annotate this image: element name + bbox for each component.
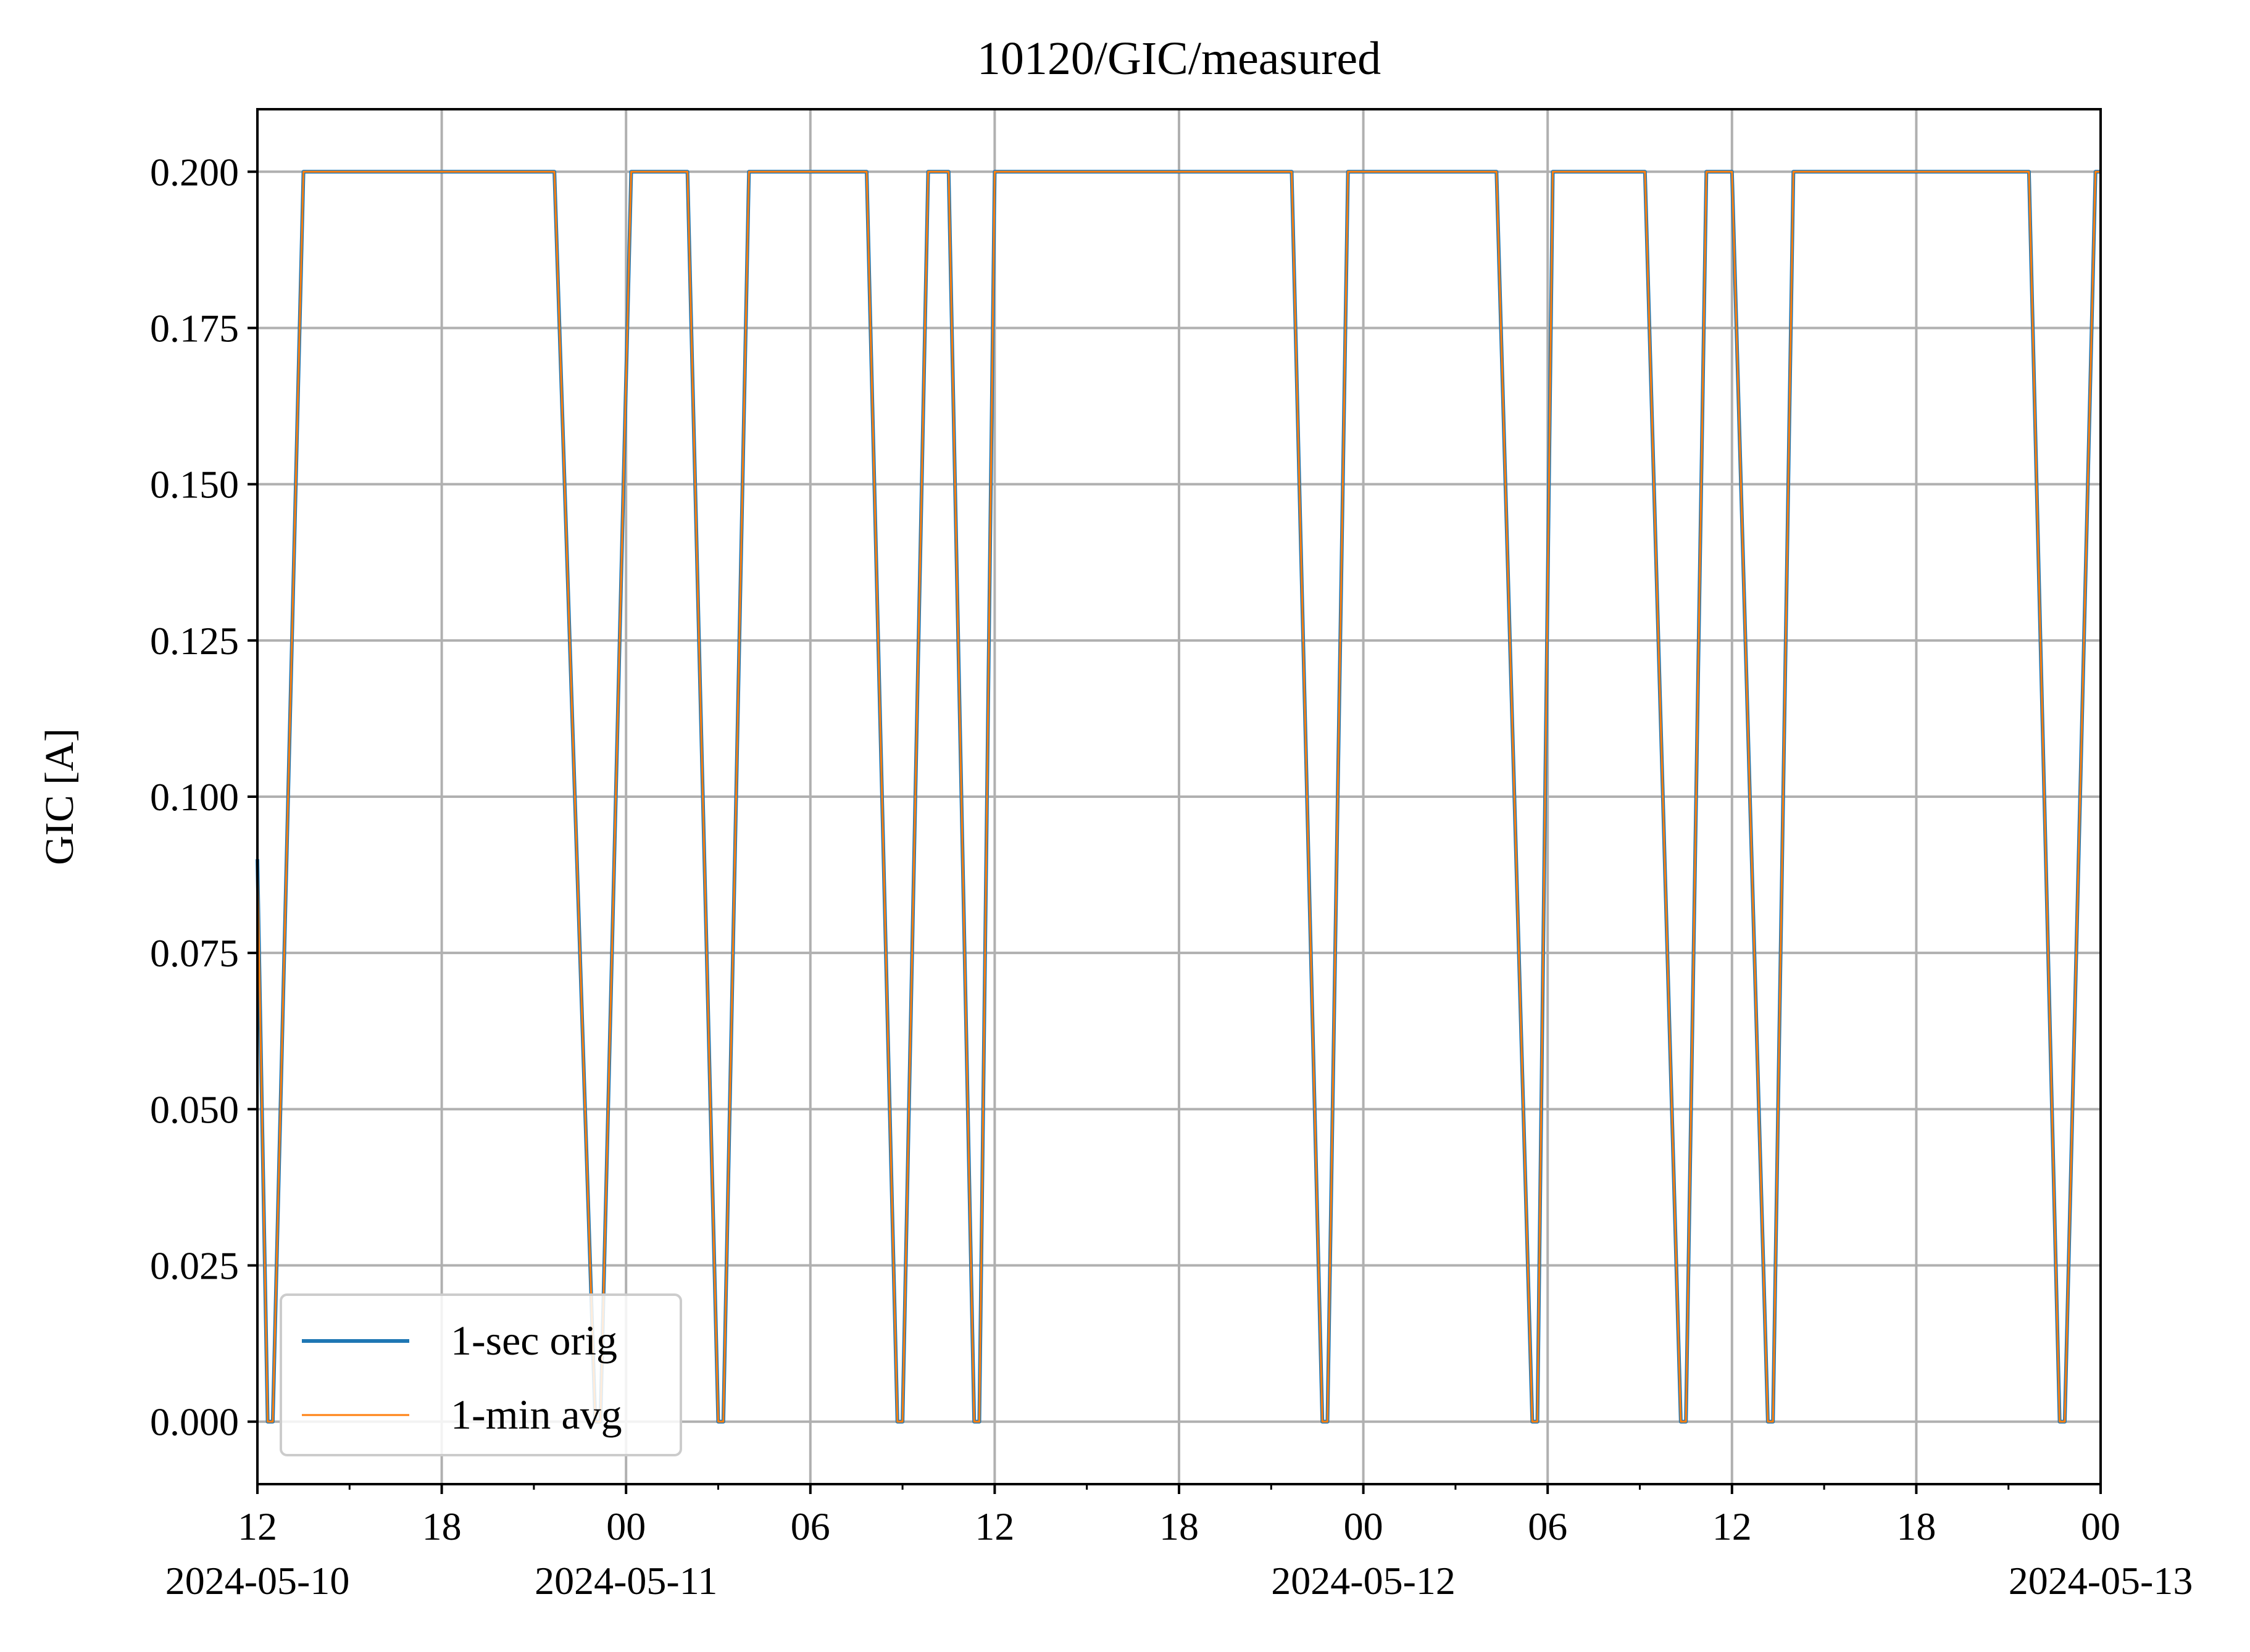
x-tick-label: 06 [791, 1505, 830, 1548]
y-tick-label: 0.100 [150, 775, 239, 819]
y-axis-label: GIC [A] [37, 728, 82, 865]
x-tick-label: 18 [1896, 1505, 1936, 1548]
chart-title: 10120/GIC/measured [977, 33, 1381, 85]
x-tick-label: 00 [1344, 1505, 1383, 1548]
x-date-label: 2024-05-13 [2009, 1559, 2193, 1603]
x-tick-label: 12 [238, 1505, 277, 1548]
y-tick-label: 0.200 [150, 150, 239, 194]
y-tick-label: 0.050 [150, 1087, 239, 1131]
legend-label: 1-min avg [451, 1391, 622, 1438]
y-tick-label: 0.000 [150, 1400, 239, 1444]
y-tick-label: 0.175 [150, 306, 239, 350]
y-tick-label: 0.150 [150, 463, 239, 507]
series-line-avg [256, 170, 2101, 1423]
y-tick-label: 0.025 [150, 1244, 239, 1288]
x-tick-label: 12 [1712, 1505, 1752, 1548]
x-tick-label: 00 [606, 1505, 646, 1548]
x-date-label: 2024-05-10 [165, 1559, 350, 1603]
legend: 1-sec orig 1-min avg [280, 1293, 682, 1456]
axis-ticks: 0.000 0.025 0.050 0.075 0.100 0.125 0.150 0.175… [150, 150, 2193, 1603]
x-tick-label: 18 [1159, 1505, 1199, 1548]
y-tick-label: 0.125 [150, 619, 239, 663]
x-tick-label: 06 [1528, 1505, 1567, 1548]
x-date-label: 2024-05-11 [535, 1559, 717, 1603]
x-tick-label: 18 [422, 1505, 462, 1548]
y-tick-label: 0.075 [150, 931, 239, 975]
series-lines [256, 170, 2101, 1424]
legend-label: 1-sec orig [451, 1317, 617, 1364]
x-date-label: 2024-05-12 [1271, 1559, 1456, 1603]
x-tick-label: 00 [2081, 1505, 2120, 1548]
x-tick-label: 12 [975, 1505, 1014, 1548]
